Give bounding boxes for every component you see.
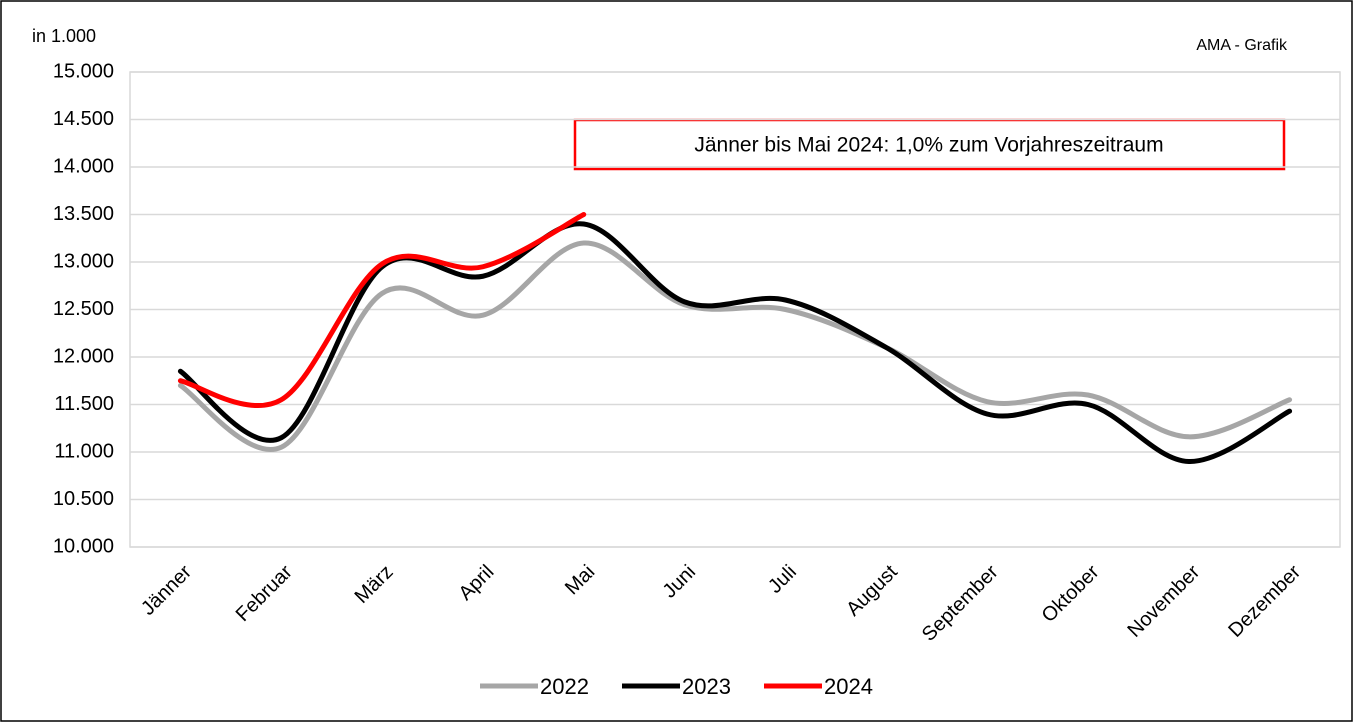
source-label: AMA - Grafik — [1196, 37, 1288, 54]
annotation-box — [573, 118, 1286, 171]
y-tick-label: 13.000 — [53, 250, 114, 272]
series-line — [177, 240, 1293, 452]
legend-label: 2024 — [824, 674, 873, 699]
series-line — [177, 221, 1293, 465]
series-line — [177, 212, 587, 408]
y-tick-label: 10.500 — [53, 488, 114, 510]
y-tick-label: 12.000 — [53, 345, 114, 367]
annotation: Jänner bis Mai 2024: 1,0% zum Vorjahresz… — [694, 134, 1163, 157]
y-tick-label: 13.500 — [53, 203, 114, 225]
plot-frame — [129, 71, 1341, 548]
y-tick-label: 15.000 — [53, 60, 114, 82]
legend-label: 2022 — [540, 674, 589, 699]
y-tick-label: 11.000 — [54, 440, 114, 462]
y-tick-label: 12.500 — [53, 298, 114, 320]
y-tick-label: 14.500 — [53, 108, 114, 130]
y-tick-label: 10.000 — [53, 535, 114, 557]
legend-label: 2023 — [682, 674, 731, 699]
y-tick-label: 14.000 — [53, 155, 114, 177]
y-tick-label: 11.500 — [54, 393, 114, 415]
unit-label: in 1.000 — [32, 26, 96, 46]
